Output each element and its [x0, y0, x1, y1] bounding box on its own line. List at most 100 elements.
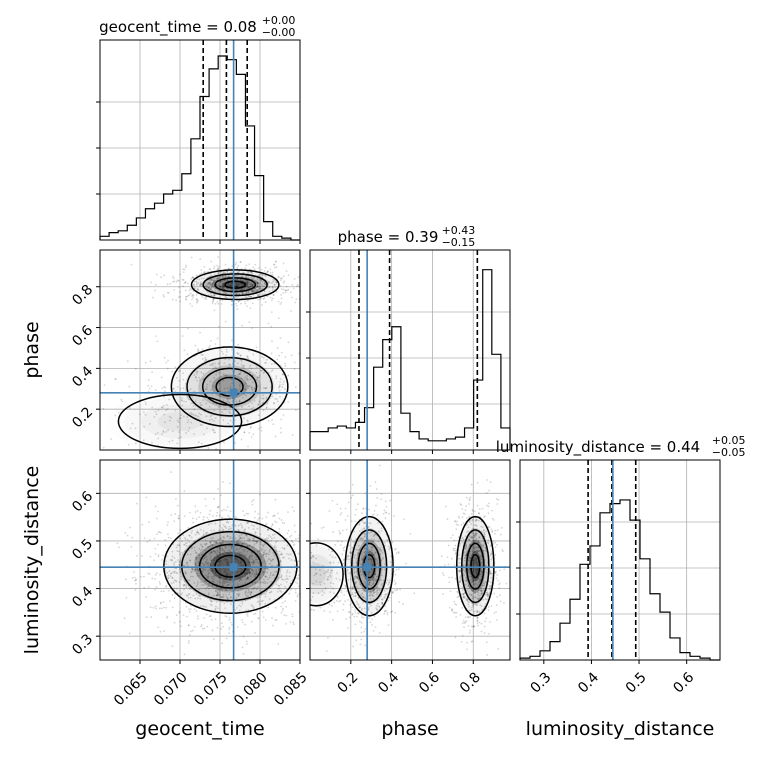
scatter-point — [196, 370, 199, 373]
scatter-point — [460, 539, 463, 542]
scatter-point — [486, 594, 489, 596]
scatter-point — [352, 540, 355, 543]
scatter-point — [201, 553, 204, 556]
scatter-point — [218, 325, 221, 328]
scatter-point — [195, 552, 198, 554]
scatter-point — [228, 516, 231, 519]
scatter-point — [354, 592, 357, 594]
scatter-point — [272, 294, 275, 296]
scatter-point — [243, 431, 246, 434]
scatter-point — [235, 274, 238, 277]
scatter-point — [290, 354, 293, 357]
scatter-point — [131, 577, 134, 579]
scatter-point — [277, 584, 280, 587]
scatter-point — [131, 422, 134, 425]
scatter-point — [283, 556, 285, 559]
scatter-point — [180, 396, 183, 399]
scatter-point — [230, 300, 233, 303]
scatter-point — [474, 524, 477, 527]
scatter-point — [262, 578, 265, 581]
scatter-point — [258, 517, 261, 519]
scatter-point — [375, 579, 378, 581]
histogram-geocent-time — [99, 55, 300, 241]
scatter-point — [228, 556, 231, 559]
scatter-point — [487, 541, 489, 544]
scatter-point — [196, 531, 199, 534]
scatter-point — [211, 584, 214, 587]
scatter-point — [369, 621, 372, 624]
scatter-point — [276, 550, 278, 553]
scatter-point — [216, 337, 219, 340]
scatter-point — [344, 600, 347, 603]
scatter-point — [494, 533, 496, 535]
scatter-point — [468, 498, 471, 501]
scatter-point — [201, 424, 203, 427]
y-axis-label-luminosity-distance: luminosity_distance — [21, 466, 43, 655]
scatter-point — [330, 569, 333, 572]
scatter-point — [287, 341, 290, 344]
scatter-point — [199, 284, 202, 287]
scatter-point — [216, 607, 219, 610]
scatter-point — [472, 580, 475, 583]
scatter-point — [210, 363, 213, 366]
scatter-point — [274, 541, 277, 544]
scatter-point — [243, 514, 246, 517]
scatter-point — [350, 578, 352, 581]
scatter-point — [245, 305, 248, 308]
scatter-point — [368, 594, 370, 597]
scatter-point — [329, 585, 332, 588]
scatter-point — [486, 568, 489, 571]
scatter-point — [178, 568, 181, 570]
scatter-point — [171, 576, 174, 579]
scatter-point — [451, 576, 453, 579]
scatter-point — [183, 580, 186, 583]
scatter-point — [378, 605, 381, 608]
scatter-point — [246, 281, 249, 283]
scatter-point — [246, 573, 248, 576]
scatter-point — [227, 563, 230, 566]
contour-line — [117, 393, 243, 450]
scatter-point — [452, 547, 455, 550]
scatter-point — [249, 283, 252, 286]
scatter-point — [239, 383, 242, 385]
scatter-point — [284, 289, 287, 292]
scatter-point — [218, 546, 221, 549]
scatter-point — [370, 550, 372, 553]
scatter-point — [243, 550, 246, 553]
scatter-point — [370, 560, 373, 562]
scatter-point — [477, 512, 480, 515]
scatter-point — [474, 570, 477, 573]
contour-line — [310, 542, 344, 607]
scatter-point — [482, 529, 485, 531]
scatter-point — [165, 563, 168, 566]
scatter-point — [213, 294, 216, 297]
scatter-point — [250, 591, 253, 593]
scatter-point — [180, 399, 183, 401]
scatter-point — [198, 278, 201, 281]
scatter-point — [483, 584, 486, 587]
scatter-point — [248, 572, 251, 574]
scatter-point — [258, 285, 261, 288]
scatter-point — [189, 412, 192, 414]
scatter-point — [470, 625, 473, 628]
scatter-point — [176, 279, 179, 282]
scatter-point — [473, 551, 476, 554]
scatter-point — [238, 538, 241, 541]
scatter-point — [167, 429, 169, 432]
scatter-point — [229, 535, 232, 538]
scatter-point — [263, 297, 266, 300]
scatter-point — [385, 593, 387, 596]
scatter-point — [293, 524, 296, 527]
scatter-point — [250, 554, 253, 557]
scatter-point — [478, 512, 480, 515]
scatter-point — [471, 561, 474, 564]
scatter-point — [230, 603, 232, 605]
scatter-point — [263, 551, 265, 554]
scatter-point — [197, 349, 200, 352]
scatter-point — [240, 552, 243, 555]
scatter-point — [440, 555, 443, 558]
scatter-point — [228, 573, 231, 576]
scatter-point — [238, 399, 241, 402]
scatter-point — [221, 562, 224, 565]
scatter-point — [205, 574, 207, 577]
